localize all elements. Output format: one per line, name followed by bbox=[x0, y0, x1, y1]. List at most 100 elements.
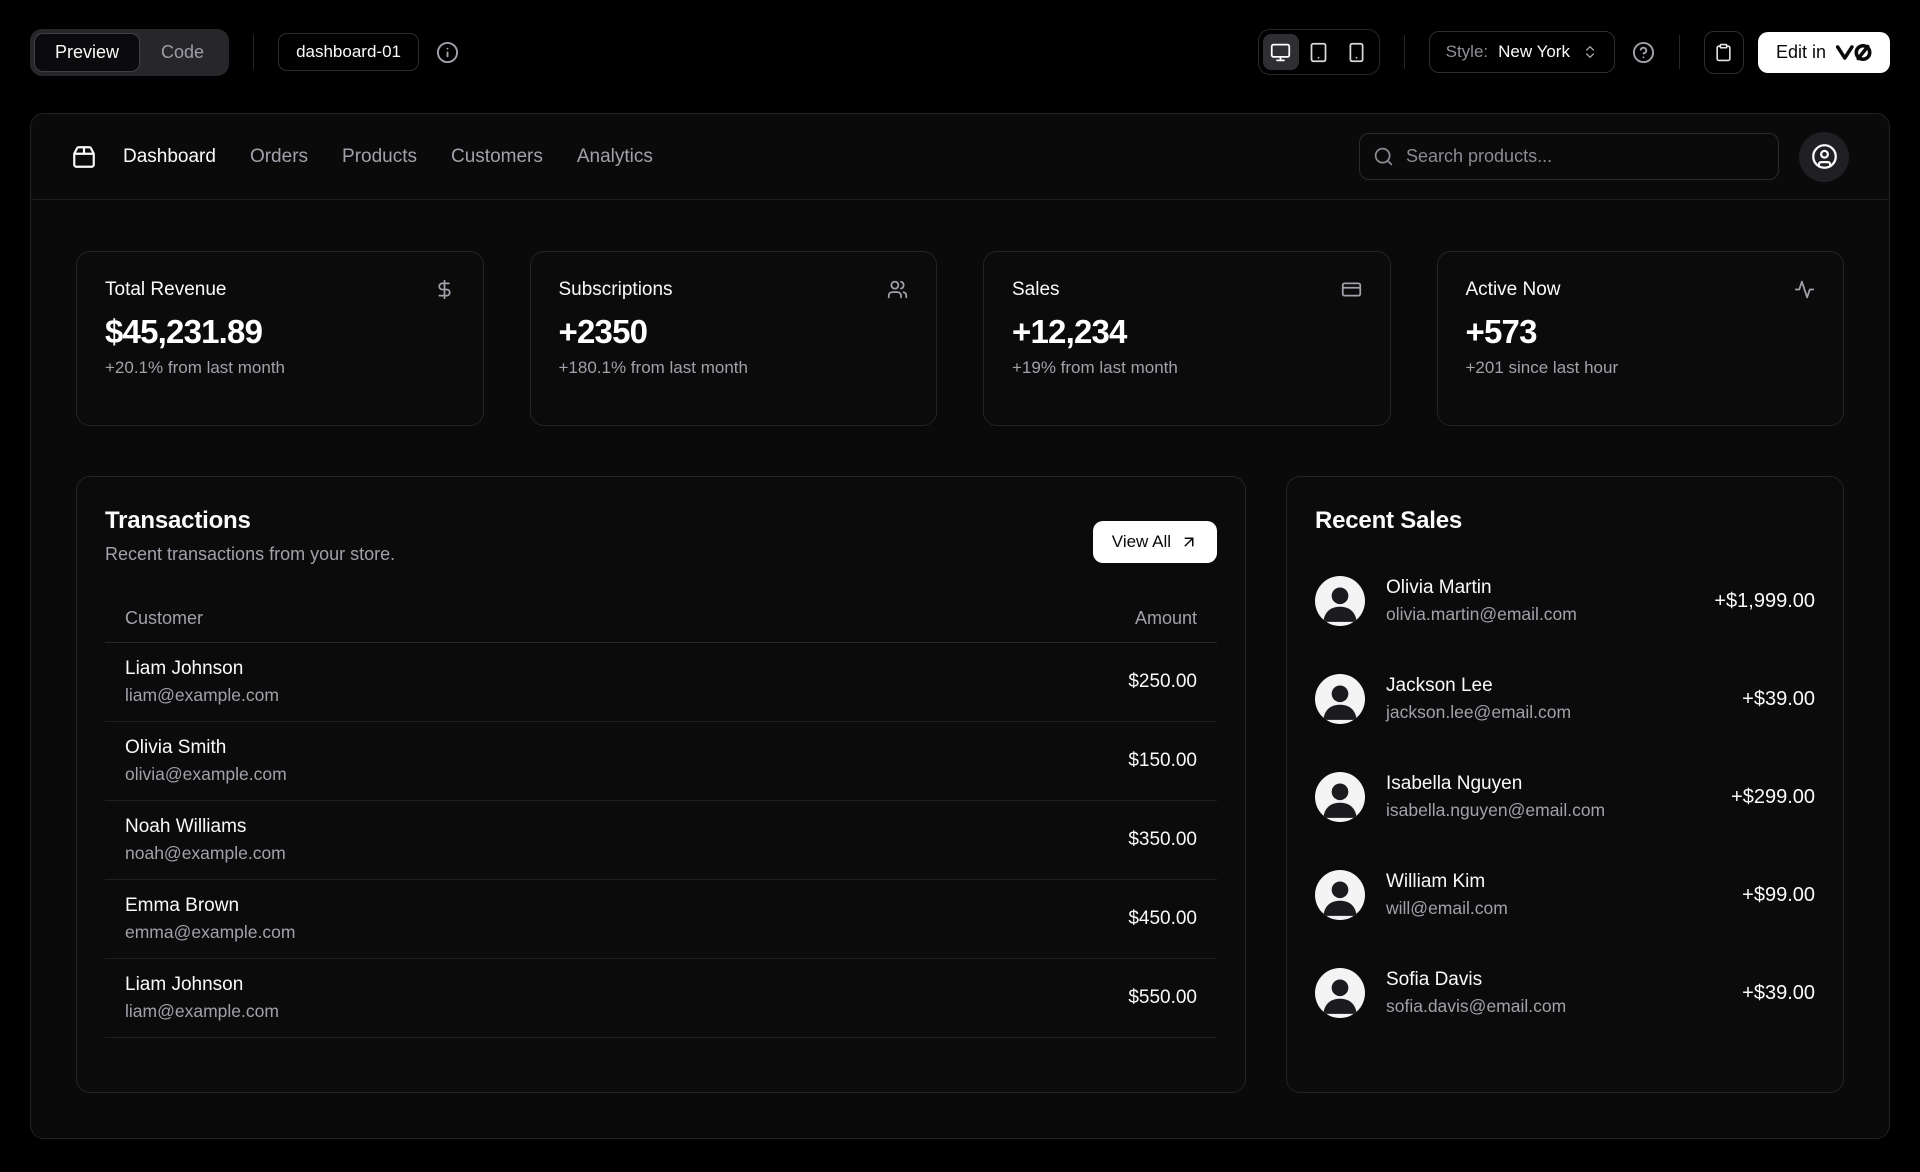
stat-title: Active Now bbox=[1465, 279, 1561, 300]
dollar-sign-icon bbox=[434, 279, 455, 300]
main-row: Transactions Recent transactions from yo… bbox=[76, 476, 1844, 1093]
transactions-panel: Transactions Recent transactions from yo… bbox=[76, 476, 1246, 1093]
phone-view-button[interactable] bbox=[1339, 34, 1375, 70]
table-row: Liam Johnson liam@example.com $550.00 bbox=[105, 958, 1217, 1038]
search-box bbox=[1359, 133, 1779, 180]
customer-name: Noah Williams bbox=[125, 816, 247, 837]
tablet-view-button[interactable] bbox=[1301, 34, 1337, 70]
sale-customer-name: Isabella Nguyen bbox=[1386, 773, 1523, 794]
person-avatar-icon bbox=[1323, 587, 1357, 622]
nav-item-analytics[interactable]: Analytics bbox=[576, 145, 653, 167]
table-row: Olivia Smith olivia@example.com $150.00 bbox=[105, 721, 1217, 801]
search-input[interactable] bbox=[1359, 133, 1779, 180]
top-toolbar: Preview Code dashboard-01 Style: New Yor… bbox=[0, 0, 1920, 104]
stat-value: $45,231.89 bbox=[105, 313, 263, 350]
nav-item-customers[interactable]: Customers bbox=[451, 145, 543, 167]
nav-item-products[interactable]: Products bbox=[342, 145, 418, 167]
customer-email: emma@example.com bbox=[125, 922, 296, 942]
stat-card-subscriptions: Subscriptions +2350 +180.1% from last mo… bbox=[529, 251, 937, 426]
tablet-icon bbox=[1310, 42, 1327, 62]
customer-email: liam@example.com bbox=[125, 685, 279, 705]
toolbar-separator bbox=[1403, 35, 1405, 69]
stat-card-sales: Sales +12,234 +19% from last month bbox=[983, 251, 1391, 426]
monitor-icon bbox=[1270, 43, 1291, 61]
table-row: Noah Williams noah@example.com $350.00 bbox=[105, 800, 1217, 880]
avatar bbox=[1315, 870, 1365, 920]
style-selector[interactable]: Style: New York bbox=[1428, 31, 1615, 73]
stat-value: +12,234 bbox=[1012, 313, 1127, 350]
sale-customer-email: olivia.martin@email.com bbox=[1386, 604, 1577, 624]
nav-links: Dashboard Orders Products Customers Anal… bbox=[123, 146, 653, 168]
list-item: Isabella Nguyen isabella.nguyen@email.co… bbox=[1315, 767, 1815, 827]
customer-email: olivia@example.com bbox=[125, 764, 287, 784]
stat-value: +2350 bbox=[558, 313, 648, 350]
activity-icon bbox=[1794, 279, 1815, 300]
transaction-amount: $350.00 bbox=[838, 800, 1217, 880]
sale-customer-email: jackson.lee@email.com bbox=[1386, 702, 1572, 722]
transaction-amount: $550.00 bbox=[838, 958, 1217, 1038]
person-avatar-icon bbox=[1323, 979, 1357, 1014]
credit-card-icon bbox=[1341, 279, 1362, 300]
style-label: Style: bbox=[1445, 42, 1489, 61]
transactions-title: Transactions bbox=[105, 507, 251, 534]
edit-in-v0-label: Edit in bbox=[1775, 41, 1826, 62]
stat-change: +201 since last hour bbox=[1465, 358, 1619, 377]
sale-customer-name: Sofia Davis bbox=[1386, 969, 1483, 990]
preview-code-toggle: Preview Code bbox=[30, 28, 230, 76]
desktop-view-button[interactable] bbox=[1262, 34, 1299, 70]
nav-item-orders[interactable]: Orders bbox=[249, 145, 309, 167]
customer-name: Liam Johnson bbox=[125, 974, 244, 995]
stat-title: Sales bbox=[1012, 279, 1060, 300]
app-navbar: Dashboard Orders Products Customers Anal… bbox=[31, 114, 1889, 200]
sale-customer-name: Jackson Lee bbox=[1386, 675, 1493, 696]
edit-in-v0-button[interactable]: Edit in bbox=[1757, 31, 1890, 73]
person-avatar-icon bbox=[1323, 783, 1357, 818]
sale-amount: +$39.00 bbox=[1742, 981, 1815, 1004]
preview-tab[interactable]: Preview bbox=[34, 32, 141, 72]
copy-code-button[interactable] bbox=[1703, 30, 1744, 74]
help-icon[interactable] bbox=[1632, 41, 1655, 64]
stat-change: +20.1% from last month bbox=[105, 358, 286, 377]
customer-email: noah@example.com bbox=[125, 843, 286, 863]
stat-change: +180.1% from last month bbox=[558, 358, 748, 377]
table-header-row: Customer Amount bbox=[105, 595, 1217, 643]
clipboard-icon bbox=[1716, 43, 1732, 61]
list-item: Jackson Lee jackson.lee@email.com +$39.0… bbox=[1315, 669, 1815, 729]
package-icon[interactable] bbox=[71, 144, 97, 170]
avatar bbox=[1315, 772, 1365, 822]
table-row: Emma Brown emma@example.com $450.00 bbox=[105, 879, 1217, 959]
column-header-amount: Amount bbox=[838, 595, 1217, 643]
v0-logo-icon bbox=[1835, 43, 1872, 61]
table-row: Liam Johnson liam@example.com $250.00 bbox=[105, 642, 1217, 722]
user-menu-button[interactable] bbox=[1799, 131, 1849, 182]
view-all-button[interactable]: View All bbox=[1092, 521, 1217, 563]
sale-amount: +$299.00 bbox=[1731, 785, 1815, 808]
sale-amount: +$99.00 bbox=[1742, 883, 1815, 906]
list-item: Sofia Davis sofia.davis@email.com +$39.0… bbox=[1315, 963, 1815, 1023]
stat-value: +573 bbox=[1465, 313, 1538, 350]
person-avatar-icon bbox=[1323, 685, 1357, 720]
avatar bbox=[1315, 674, 1365, 724]
column-header-customer: Customer bbox=[105, 595, 839, 643]
device-size-toggle bbox=[1257, 29, 1380, 75]
customer-email: liam@example.com bbox=[125, 1001, 279, 1021]
sale-customer-email: will@email.com bbox=[1386, 898, 1508, 918]
info-icon[interactable] bbox=[436, 41, 459, 64]
stats-row: Total Revenue $45,231.89 +20.1% from las… bbox=[76, 251, 1844, 426]
stat-title: Subscriptions bbox=[558, 279, 673, 300]
sale-customer-email: sofia.davis@email.com bbox=[1386, 996, 1567, 1016]
transaction-amount: $250.00 bbox=[838, 642, 1217, 722]
list-item: William Kim will@email.com +$99.00 bbox=[1315, 865, 1815, 925]
transaction-amount: $150.00 bbox=[838, 721, 1217, 801]
navbar-right-group bbox=[1359, 131, 1849, 182]
transactions-table: Customer Amount Liam Johnson liam@example… bbox=[105, 595, 1217, 1038]
chevrons-up-down-icon bbox=[1582, 44, 1598, 60]
customer-name: Liam Johnson bbox=[125, 658, 244, 679]
nav-item-dashboard[interactable]: Dashboard bbox=[123, 145, 216, 167]
avatar bbox=[1315, 968, 1365, 1018]
users-icon bbox=[887, 279, 908, 300]
code-tab[interactable]: Code bbox=[161, 41, 205, 62]
sale-amount: +$1,999.00 bbox=[1714, 589, 1815, 612]
circle-user-icon bbox=[1811, 144, 1837, 169]
sale-customer-name: Olivia Martin bbox=[1386, 577, 1492, 598]
